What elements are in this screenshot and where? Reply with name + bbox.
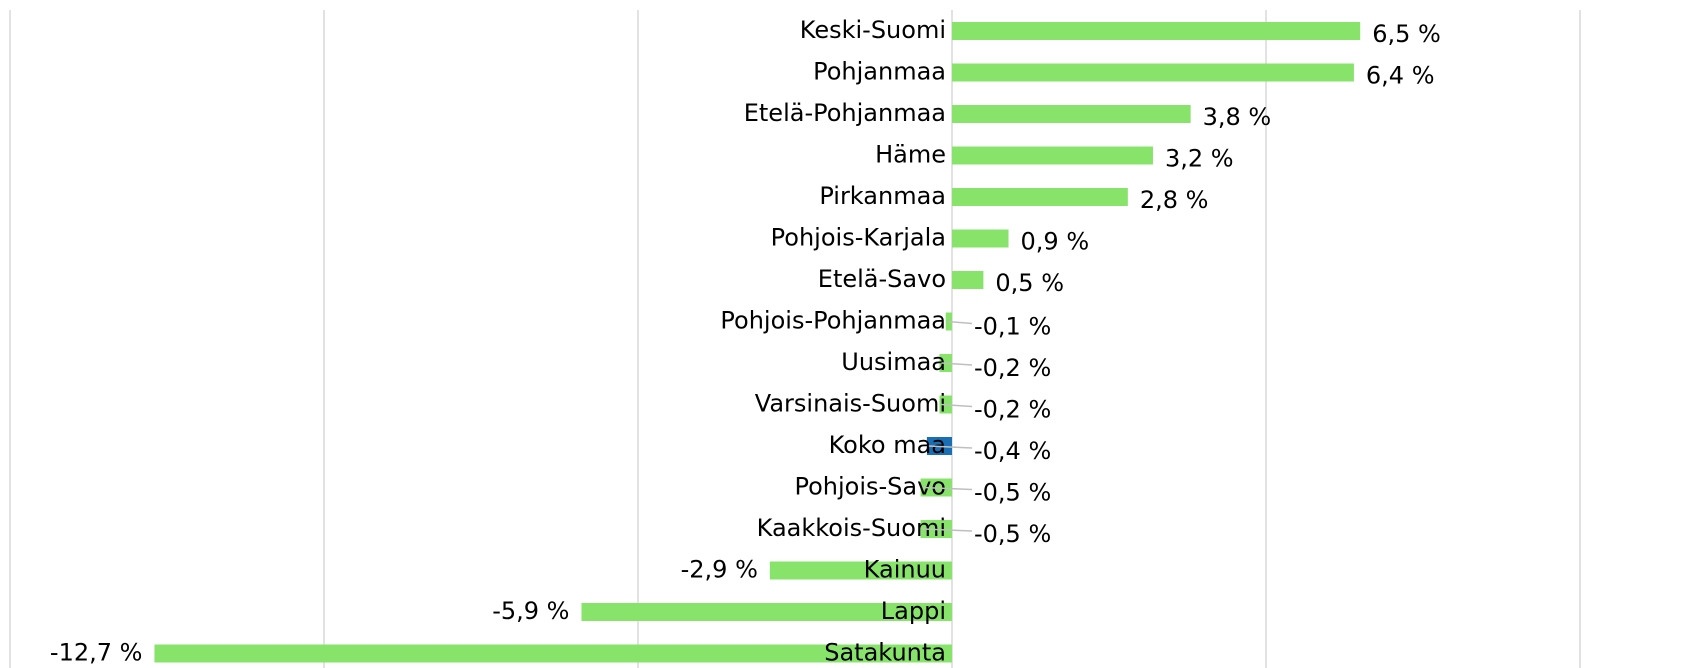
value-label: -0,4 % <box>974 437 1051 465</box>
leader-line <box>941 403 973 408</box>
bar <box>952 63 1354 82</box>
value-label: -0,1 % <box>974 313 1051 341</box>
category-label: Pohjois-Savo <box>794 473 946 501</box>
category-label: Lappi <box>881 597 946 625</box>
value-label: -12,7 % <box>50 639 143 667</box>
category-label: Etelä-Savo <box>818 265 946 293</box>
category-label: Kainuu <box>864 556 946 584</box>
bar <box>952 188 1128 206</box>
value-label: 0,5 % <box>995 269 1064 297</box>
category-label: Pohjois-Pohjanmaa <box>720 307 946 335</box>
category-label: Keski-Suomi <box>800 16 946 44</box>
value-label: 2,8 % <box>1140 186 1209 214</box>
leader-line <box>928 445 973 449</box>
bar <box>952 22 1361 40</box>
value-label: -0,2 % <box>974 354 1051 382</box>
leader-line <box>922 528 973 532</box>
category-label: Satakunta <box>824 639 946 667</box>
category-label: Pohjois-Karjala <box>771 224 946 252</box>
value-label: -2,9 % <box>681 556 758 584</box>
bar <box>581 603 952 621</box>
leader-line <box>922 486 973 491</box>
category-label: Varsinais-Suomi <box>755 390 946 418</box>
value-label: 3,8 % <box>1203 103 1272 131</box>
value-label: 6,5 % <box>1372 20 1441 48</box>
bar <box>952 146 1153 165</box>
leader-line <box>947 320 973 325</box>
value-label: -0,5 % <box>974 520 1051 548</box>
value-label: 6,4 % <box>1366 62 1435 90</box>
category-label: Pohjanmaa <box>813 58 946 86</box>
category-label: Etelä-Pohjanmaa <box>744 99 946 127</box>
bar <box>154 644 952 663</box>
value-label: 0,9 % <box>1021 228 1090 256</box>
value-label: -5,9 % <box>492 597 569 625</box>
category-label: Uusimaa <box>841 348 946 376</box>
leader-line <box>941 362 973 366</box>
value-label: 3,2 % <box>1165 145 1234 173</box>
bar <box>952 271 984 289</box>
category-label: Kaakkois-Suomi <box>757 514 946 542</box>
value-label: -0,2 % <box>974 396 1051 424</box>
value-label: -0,5 % <box>974 479 1051 507</box>
bar <box>769 561 952 580</box>
bar <box>952 229 1009 248</box>
category-label: Pirkanmaa <box>819 182 946 210</box>
bar <box>952 105 1191 123</box>
category-label: Häme <box>875 141 946 169</box>
category-label: Koko maa <box>829 431 946 459</box>
